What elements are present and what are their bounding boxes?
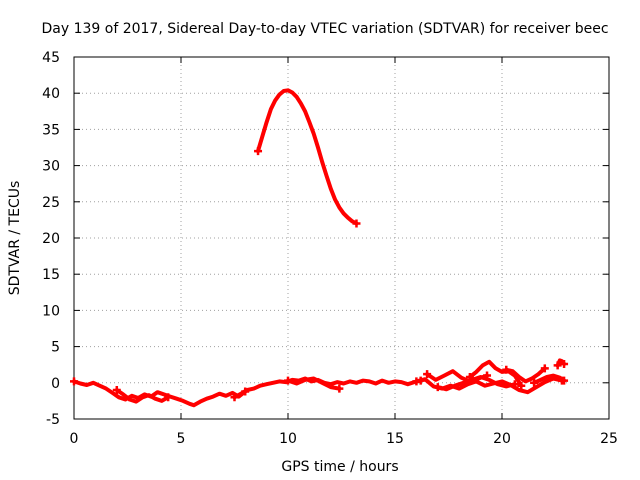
grid-lines bbox=[74, 57, 609, 419]
y-tick-label: 45 bbox=[42, 50, 60, 66]
series-arc-2 bbox=[232, 376, 423, 400]
y-tick-label: 15 bbox=[42, 267, 60, 283]
y-tick-label: -5 bbox=[46, 412, 60, 428]
x-axis-label: GPS time / hours bbox=[281, 459, 398, 475]
series-point bbox=[284, 376, 292, 385]
y-tick-label: 35 bbox=[42, 122, 60, 138]
y-tick-label: 40 bbox=[42, 86, 60, 102]
series-point bbox=[540, 364, 549, 373]
series-point bbox=[560, 376, 569, 385]
series-point bbox=[254, 147, 263, 156]
series-arc-9 bbox=[504, 366, 547, 384]
y-tick-label: 0 bbox=[51, 376, 60, 392]
x-tick-label: 20 bbox=[493, 431, 511, 447]
series-point bbox=[230, 393, 239, 402]
series-arc-10 bbox=[532, 373, 567, 385]
series-arc-7 bbox=[435, 375, 517, 392]
series-arc-1 bbox=[114, 388, 171, 404]
y-tick-label: 30 bbox=[42, 159, 60, 175]
x-tick-label: 0 bbox=[70, 431, 79, 447]
x-tick-label: 10 bbox=[279, 431, 297, 447]
series-point bbox=[560, 359, 569, 368]
series-point bbox=[433, 383, 442, 392]
series-point bbox=[412, 377, 421, 386]
y-tick-label: 25 bbox=[42, 195, 60, 211]
series-point bbox=[423, 370, 432, 379]
x-tick-label: 5 bbox=[177, 431, 186, 447]
series-point bbox=[112, 386, 121, 395]
chart-title: Day 139 of 2017, Sidereal Day-to-day VTE… bbox=[41, 21, 608, 37]
axis-ticks: 0 5 10 15 20 25 -5 0 5 10 15 20 25 30 35 40 45 bbox=[42, 50, 618, 447]
series-arc-3 bbox=[286, 376, 342, 391]
series-point bbox=[352, 219, 361, 228]
series-arc-8 bbox=[467, 359, 524, 388]
series-point bbox=[465, 373, 474, 382]
series-point bbox=[335, 384, 344, 393]
y-axis-label: SDTVAR / TECUs bbox=[7, 181, 23, 296]
series-arc-0 bbox=[72, 379, 248, 408]
y-tick-label: 20 bbox=[42, 231, 60, 247]
series-arc-4 bbox=[256, 88, 359, 226]
x-tick-label: 15 bbox=[386, 431, 404, 447]
series-point bbox=[517, 381, 526, 390]
data-series bbox=[70, 88, 569, 408]
series-point bbox=[70, 377, 78, 386]
series-point bbox=[164, 393, 173, 402]
y-tick-label: 10 bbox=[42, 303, 60, 319]
series-point bbox=[530, 378, 539, 387]
series-point bbox=[553, 361, 562, 370]
x-tick-label: 25 bbox=[600, 431, 618, 447]
series-point bbox=[510, 380, 519, 389]
y-tick-label: 5 bbox=[51, 340, 60, 356]
series-point bbox=[502, 365, 511, 374]
